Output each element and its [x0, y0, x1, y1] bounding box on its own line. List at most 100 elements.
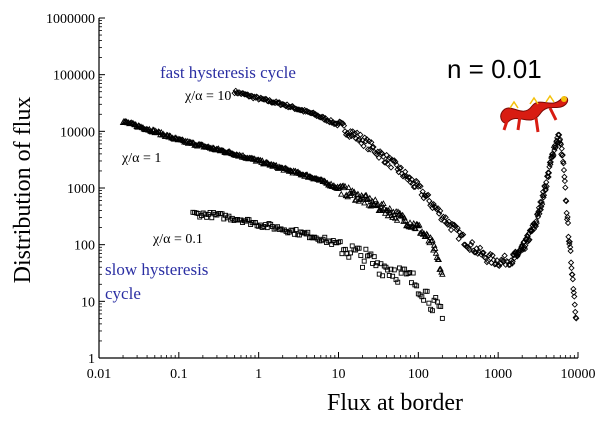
- data-point: [402, 266, 408, 272]
- data-point: [379, 206, 386, 213]
- x-tick-label: 0.01: [87, 367, 112, 382]
- data-point: [393, 216, 401, 223]
- data-point: [340, 122, 348, 129]
- y-tick-label: 1: [88, 352, 95, 367]
- data-point: [390, 273, 396, 279]
- data-point: [297, 107, 304, 114]
- data-point: [536, 210, 543, 217]
- data-point: [334, 122, 341, 129]
- data-point: [395, 279, 401, 285]
- data-point: [547, 158, 554, 166]
- data-point: [364, 146, 372, 153]
- data-point: [455, 235, 462, 242]
- data-point: [437, 207, 444, 215]
- data-point: [419, 188, 426, 195]
- data-point: [564, 213, 571, 221]
- x-tick-label: 0.1: [170, 367, 188, 382]
- y-tick-label: 100: [74, 239, 95, 254]
- x-tick-label: 10000: [561, 367, 596, 382]
- data-point: [416, 221, 423, 228]
- data-point: [433, 206, 441, 213]
- data-point: [358, 253, 364, 259]
- data-point: [569, 276, 576, 283]
- data-point: [521, 245, 529, 253]
- tick-labels: 0.01 0.1 1 10 100 1000 10000 1 10 100 1000 10000 100…: [46, 12, 596, 382]
- data-point: [564, 219, 572, 227]
- data-point: [347, 128, 354, 135]
- data-point: [533, 218, 540, 225]
- data-point: [424, 288, 430, 294]
- data-point: [388, 266, 394, 272]
- data-point: [432, 249, 440, 256]
- data-point: [346, 133, 353, 141]
- data-point: [356, 136, 363, 143]
- data-point: [546, 163, 553, 170]
- data-point: [538, 198, 545, 206]
- data-point: [414, 178, 421, 186]
- data-point: [567, 259, 575, 266]
- data-point: [351, 130, 359, 137]
- data-point: [374, 148, 382, 155]
- data-point: [353, 129, 361, 136]
- data-point: [410, 270, 416, 276]
- data-point: [563, 197, 570, 205]
- data-point: [439, 270, 446, 277]
- data-point: [242, 91, 249, 98]
- data-point: [426, 300, 432, 306]
- data-point: [430, 201, 437, 208]
- data-point: [246, 217, 252, 223]
- data-point: [539, 192, 546, 199]
- data-point: [429, 308, 435, 314]
- data-point: [264, 97, 271, 105]
- data-point: [562, 184, 569, 191]
- data-point: [360, 264, 365, 270]
- data-point: [352, 196, 360, 203]
- data-point: [506, 261, 514, 268]
- x-tick-label: 1000: [484, 367, 512, 382]
- data-point: [379, 150, 386, 157]
- data-point: [430, 246, 437, 253]
- data-point: [155, 128, 162, 134]
- data-point: [447, 226, 455, 234]
- slow-cycle-label-line1: slow hysteresis: [105, 260, 208, 279]
- data-point: [414, 283, 420, 289]
- data-point: [571, 301, 578, 308]
- fast-cycle-label: fast hysteresis cycle: [160, 63, 296, 82]
- data-point: [526, 236, 533, 243]
- x-tick-label: 1: [255, 367, 262, 382]
- data-point: [366, 194, 374, 201]
- data-point: [540, 192, 548, 199]
- data-point: [188, 139, 196, 146]
- data-point: [274, 99, 281, 106]
- data-point: [545, 173, 552, 181]
- data-point: [552, 143, 559, 151]
- data-point: [351, 196, 359, 203]
- data-point: [360, 142, 367, 150]
- data-point: [370, 143, 377, 151]
- data-point: [319, 178, 327, 185]
- data-point: [219, 211, 225, 217]
- data-point: [555, 131, 562, 138]
- data-series: [119, 87, 580, 322]
- data-point: [397, 265, 402, 271]
- data-point: [479, 249, 486, 256]
- data-point: [378, 200, 385, 207]
- data-point: [361, 199, 368, 206]
- data-point: [410, 219, 417, 226]
- data-point: [501, 252, 508, 259]
- data-point: [550, 144, 558, 151]
- data-point: [425, 191, 432, 199]
- data-point: [166, 132, 173, 139]
- data-point: [399, 211, 406, 218]
- data-point: [405, 174, 412, 181]
- ratio-01-label: χ/α = 0.1: [152, 232, 203, 247]
- data-point: [454, 224, 461, 232]
- data-point: [380, 200, 387, 207]
- data-point: [330, 120, 338, 128]
- data-point: [404, 176, 411, 183]
- data-point: [368, 251, 374, 257]
- data-point: [380, 273, 386, 279]
- data-point: [383, 151, 390, 159]
- data-point: [443, 219, 450, 227]
